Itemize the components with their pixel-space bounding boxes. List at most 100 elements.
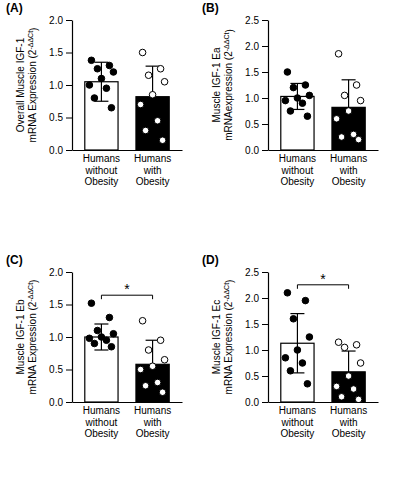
data-point [335, 51, 342, 58]
data-point [161, 356, 168, 363]
tick-label: 2.0 [245, 293, 259, 304]
x-axis: HumanswithoutObesityHumanswithObesity [73, 150, 183, 187]
tick: HumanswithoutObesity [279, 402, 316, 439]
data-point [357, 360, 364, 367]
tick-mark [262, 150, 268, 151]
tick-mark [262, 324, 268, 325]
tick: 0.5 [245, 119, 268, 130]
data-point [91, 340, 98, 347]
axis-line [73, 150, 183, 151]
tick-label-line: without [281, 417, 314, 428]
tick-mark [66, 53, 72, 54]
error-cap [342, 79, 356, 80]
data-point [86, 82, 93, 89]
x-axis: HumanswithoutObesityHumanswithObesity [269, 402, 379, 439]
data-point [353, 342, 360, 349]
tick-label: 1.0 [49, 80, 63, 91]
axis-title-text: Muscle IGF-1 Ea [211, 47, 222, 122]
bar [281, 343, 314, 402]
tick: 0.5 [49, 364, 72, 375]
error-cap [290, 313, 304, 314]
data-point [299, 360, 306, 367]
tick: 1.0 [49, 332, 72, 343]
tick-label-line: Obesity [84, 176, 118, 187]
tick-label-line: Humans [330, 405, 367, 416]
data-point [282, 97, 289, 104]
tick-label-line: Obesity [84, 428, 118, 439]
data-point [94, 65, 101, 72]
axis-title: mRNA Expression (2-ΔΔCt) [27, 28, 39, 143]
tick: 2.5 [245, 267, 268, 278]
tick-label: 0.5 [49, 112, 63, 123]
data-point [149, 363, 156, 370]
tick: HumanswithObesity [134, 402, 171, 439]
panel-label: (C) [6, 253, 23, 267]
data-point [157, 337, 164, 344]
tick: 0.5 [245, 371, 268, 382]
tick: 2.0 [245, 41, 268, 52]
error-cap [94, 323, 108, 324]
data-point [355, 396, 362, 402]
tick-mark [66, 337, 72, 338]
tick-label: 0.5 [49, 364, 63, 375]
axis-line [269, 402, 379, 403]
tick-label-line: Obesity [136, 176, 170, 187]
data-point [154, 379, 161, 386]
axis-line [72, 21, 73, 151]
data-point [355, 136, 362, 143]
axis-title-text: ) [224, 280, 235, 283]
tick: 2.0 [49, 15, 72, 26]
data-point [290, 316, 297, 323]
error-cap [94, 349, 108, 350]
tick: 0.5 [49, 112, 72, 123]
axis-title-text: ) [28, 280, 39, 283]
tick: 1.0 [49, 80, 72, 91]
tick-label: 2.5 [245, 267, 259, 278]
tick: 1.0 [245, 93, 268, 104]
data-point [302, 297, 309, 304]
axis-line [73, 402, 183, 403]
data-point [284, 290, 291, 297]
tick-label-line: Obesity [280, 428, 314, 439]
data-point [333, 383, 340, 390]
tick-mark [66, 20, 72, 21]
data-point [159, 389, 166, 396]
axis-title: Overall Muscle IGF-1 [15, 37, 26, 132]
tick-label: HumanswithObesity [134, 405, 171, 439]
data-point [145, 347, 152, 354]
data-point [142, 382, 149, 389]
data-point [345, 373, 352, 380]
axis-title: mRNAexpression (2-ΔΔCt) [223, 29, 236, 141]
tick: 0.0 [245, 145, 268, 156]
data-point [357, 97, 364, 104]
axis-title: Muscle IGF-1 Ea [211, 47, 222, 122]
data-point [290, 84, 297, 91]
significance-label: * [124, 281, 130, 297]
data-point [154, 117, 161, 124]
data-point [94, 327, 101, 334]
tick-mark [262, 376, 268, 377]
tick-label-line: with [143, 165, 162, 176]
tick: HumanswithObesity [330, 150, 367, 187]
tick-mark [66, 305, 72, 306]
tick: 2.0 [49, 267, 72, 278]
tick-label-line: with [339, 165, 358, 176]
data-point [106, 62, 113, 69]
tick-label: 0.0 [245, 397, 259, 408]
data-point [108, 104, 115, 111]
axis-title-superscript: -ΔΔCt [223, 33, 230, 52]
tick: 0.0 [245, 397, 268, 408]
data-point [88, 57, 95, 64]
data-point [103, 337, 110, 344]
tick-mark [262, 402, 268, 403]
data-point [345, 108, 352, 115]
tick-label: HumanswithoutObesity [279, 153, 316, 187]
tick-label-line: Humans [83, 405, 120, 416]
tick-label: 0.0 [245, 145, 259, 156]
tick-label-line: Humans [279, 405, 316, 416]
data-point [145, 72, 152, 79]
data-point [98, 75, 105, 82]
axis-title-text: mRNA Expression (2 [223, 301, 234, 394]
tick-label: 2.0 [49, 267, 63, 278]
tick-label: 2.0 [49, 15, 63, 26]
